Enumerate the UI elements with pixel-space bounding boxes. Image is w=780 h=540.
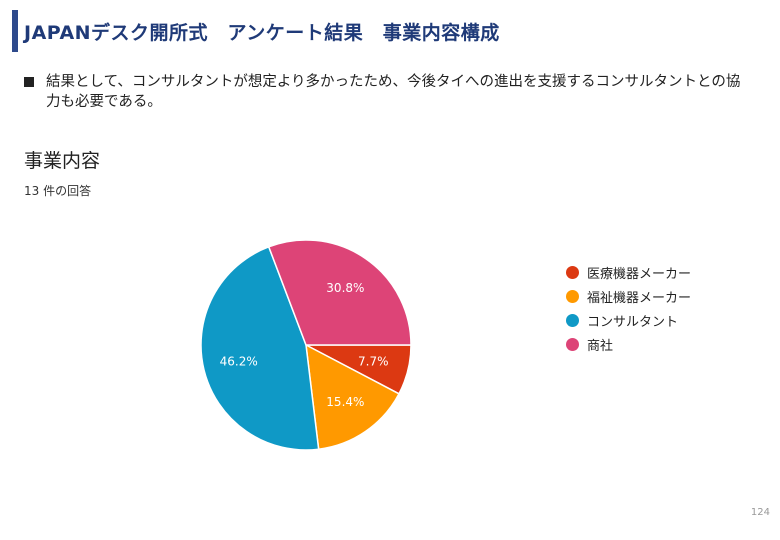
square-bullet-icon [24,77,34,87]
legend-swatch [566,337,579,351]
slice-percent-label: 15.4% [326,395,364,409]
legend-item: 福祉機器メーカー [566,284,691,308]
bullet-text: 結果として、コンサルタントが想定より多かったため、今後タイへの進出を支援するコン… [46,74,741,110]
response-count: 13 件の回答 [24,184,92,198]
pie-slice-3 [200,245,320,451]
bullet-point: 結果として、コンサルタントが想定より多かったため、今後タイへの進出を支援するコン… [24,72,744,112]
legend-item: 医療機器メーカー [566,260,691,284]
slide-title: JAPANデスク開所式 アンケート結果 事業内容構成 [24,22,500,44]
slice-percent-label: 46.2% [220,355,258,369]
slice-percent-label: 7.7% [358,355,389,369]
legend-item: 商社 [566,332,691,356]
chart-legend: 医療機器メーカー 福祉機器メーカー コンサルタント 商社 [566,260,691,356]
chart-title: 事業内容 [24,150,101,172]
pie-slice-2 [305,343,400,451]
legend-item: コンサルタント [566,308,691,332]
slice-percent-label: 30.8% [326,281,364,295]
pie-slice-4 [267,239,412,346]
legend-swatch [566,313,579,327]
legend-label: 商社 [587,338,614,354]
legend-swatch [566,289,579,303]
legend-label: コンサルタント [587,314,679,330]
title-accent-bar [12,10,18,52]
legend-swatch [566,265,579,279]
legend-label: 福祉機器メーカー [587,290,692,306]
page-number: 124 [750,507,770,518]
legend-label: 医療機器メーカー [587,266,692,282]
